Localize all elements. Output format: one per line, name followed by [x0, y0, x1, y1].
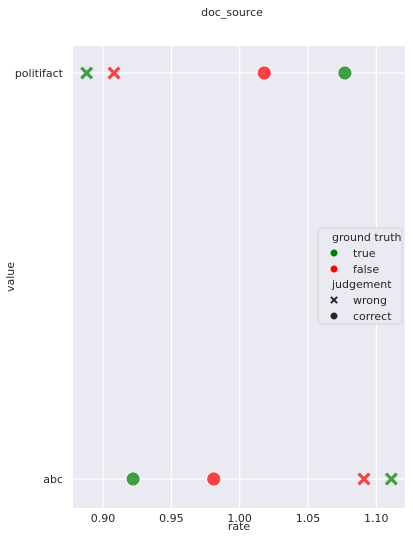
legend-style-title: judgement [331, 278, 392, 291]
x-gridlines [102, 46, 377, 508]
y-tick-label: politifact [15, 67, 64, 80]
legend-marker-false [330, 265, 338, 273]
data-point-wrong [107, 66, 121, 80]
data-point-wrong [357, 472, 371, 486]
data-point-wrong [384, 472, 398, 486]
data-point-correct [256, 65, 272, 81]
data-point-correct [125, 471, 141, 487]
x-tick-label: 1.10 [364, 512, 389, 525]
legend-box [317, 227, 403, 325]
x-tick-label: 0.90 [91, 512, 116, 525]
data-points [80, 65, 398, 487]
y-axis-label: value [4, 262, 17, 292]
x-tick-label: 1.00 [227, 512, 252, 525]
legend-label-true: true [353, 247, 376, 260]
legend: ground truth true false judgement wrong … [317, 227, 403, 325]
legend-marker-correct [330, 312, 338, 320]
data-point-wrong [80, 66, 94, 80]
legend-hue-title: ground truth [332, 231, 402, 244]
y-tick-label: abc [43, 473, 63, 486]
legend-marker-wrong [330, 296, 338, 304]
data-point-correct [337, 65, 353, 81]
x-tick-label: 1.05 [296, 512, 321, 525]
legend-marker-true [330, 249, 338, 257]
x-axis-label: rate [228, 520, 251, 533]
x-tick-label: 0.95 [159, 512, 184, 525]
legend-label-false: false [353, 263, 379, 276]
legend-label-correct: correct [353, 310, 392, 323]
x-tick-labels: 0.90 0.95 1.00 1.05 1.10 [91, 512, 389, 525]
legend-label-wrong: wrong [353, 294, 387, 307]
chart-title: doc_source [201, 6, 263, 19]
data-point-correct [206, 471, 222, 487]
y-tick-labels: politifact abc [15, 67, 64, 486]
